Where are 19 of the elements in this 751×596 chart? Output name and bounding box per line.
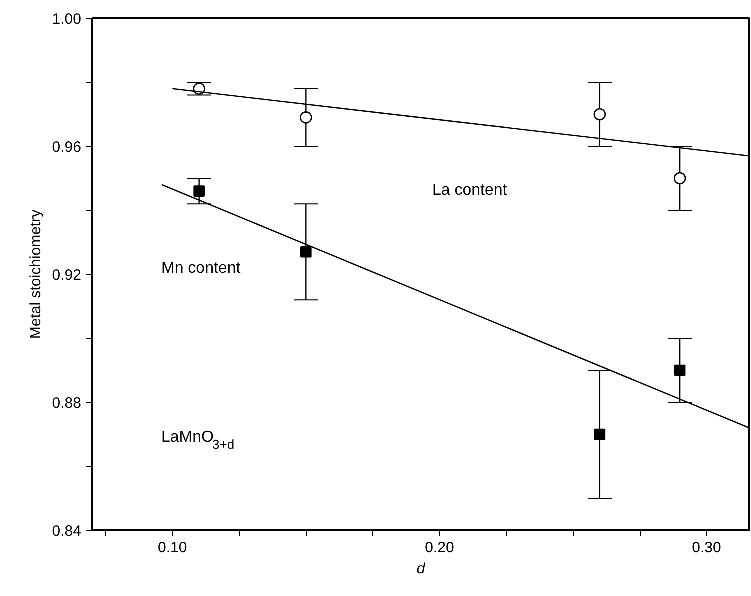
x-tick-label: 0.30 <box>692 540 722 556</box>
annotation: Mn content <box>162 260 242 277</box>
x-tick-label: 0.10 <box>158 540 188 556</box>
y-tick-label: 0.84 <box>52 523 82 540</box>
point <box>194 186 205 197</box>
y-tick-label: 1.00 <box>52 11 82 28</box>
point <box>594 108 606 121</box>
x-axis-title: d <box>416 560 426 578</box>
x-tick-label: 0.20 <box>425 540 454 556</box>
point <box>300 246 312 258</box>
y-axis-title: Metal stoichiometry <box>27 209 44 340</box>
point <box>594 428 606 440</box>
y-tick-label: 0.92 <box>52 267 82 284</box>
y-tick-label: 0.96 <box>52 139 82 156</box>
point <box>674 364 686 376</box>
y-tick-label: 0.88 <box>52 395 82 412</box>
annotation: La content <box>432 182 508 199</box>
point <box>300 112 312 124</box>
point <box>674 172 686 185</box>
